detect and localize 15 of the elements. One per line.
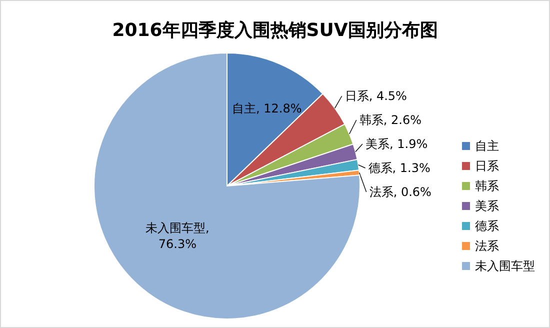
data-label: 美系, 1.9% [366,137,428,151]
legend-label: 韩系 [475,179,499,193]
legend-label: 美系 [475,199,499,213]
data-label: 未入围车型, 76.3% [146,220,210,251]
legend-label: 法系 [475,239,499,253]
data-label: 韩系, 2.6% [359,113,422,127]
legend-label: 日系 [475,159,499,173]
data-label: 德系, 1.3% [368,161,430,175]
legend-label: 未入围车型 [475,259,535,273]
data-label: 自主, 12.8% [232,102,302,116]
data-label: 日系, 4.5% [344,89,407,103]
chart-title: 2016年四季度入围热销SUV国别分布图 [112,20,438,41]
legend-label: 自主 [475,139,499,153]
legend-label: 德系 [475,219,499,233]
data-label: 法系, 0.6% [369,185,432,199]
